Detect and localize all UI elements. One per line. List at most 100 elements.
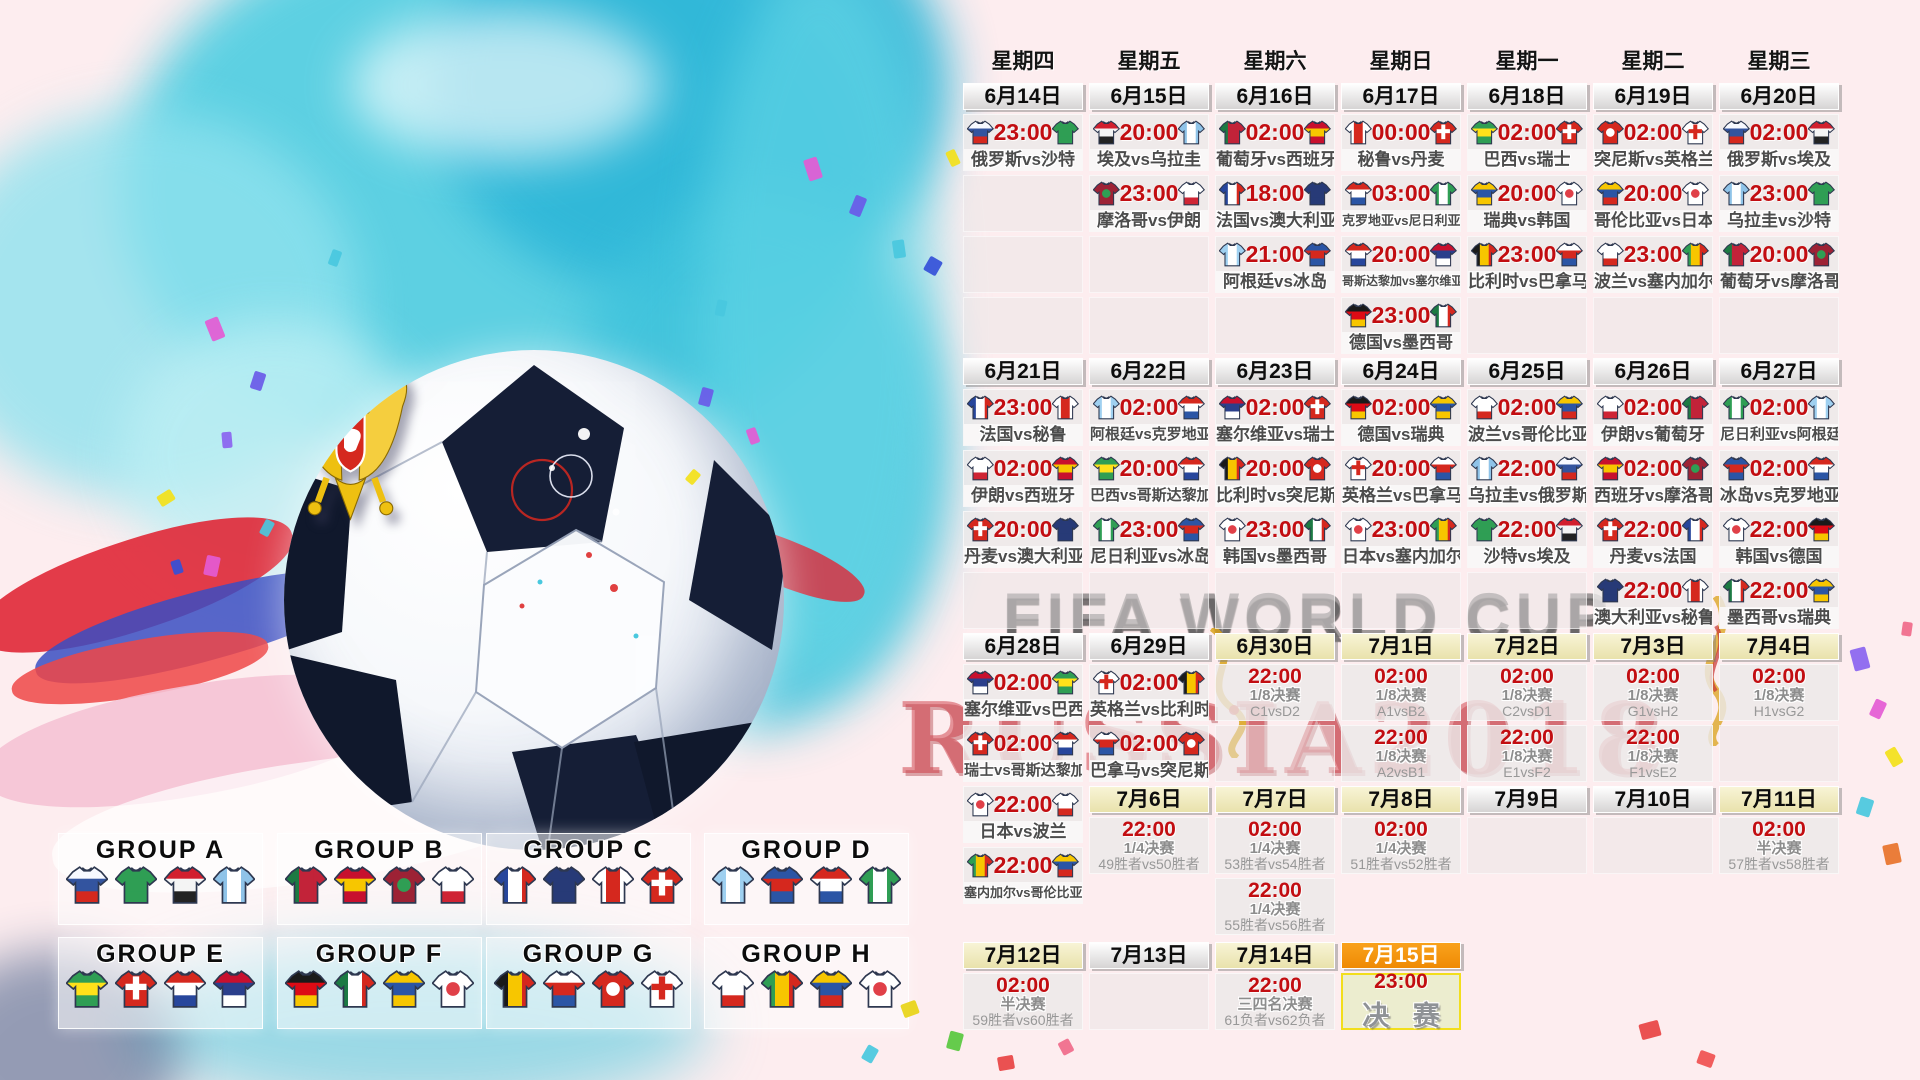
team-jersey-icon [1556,242,1583,266]
match-top-row: 20:00 [1216,451,1334,485]
date-header: 7月7日 [1215,786,1335,813]
team-jersey-icon [1723,517,1750,541]
day-column: 6月21日 23:00 法国vs秘鲁 02:00 伊朗vs西班牙 20:00 丹麦vs澳大利… [963,358,1083,629]
team-jersey-icon [1430,456,1457,480]
confetti-piece [1849,646,1871,672]
match-teams-label: 冰岛vs克罗地亚 [1720,485,1838,506]
match-top-row: 23:00 [1720,176,1838,210]
match-top-row: 02:00 [964,665,1082,699]
team-jersey-icon [967,120,994,144]
team-jersey-icon [1723,120,1750,144]
match-top-row: 02:00 [1090,390,1208,424]
team-jersey-icon [1052,853,1079,877]
team-jersey-icon [1471,395,1498,419]
confetti-piece [1696,1049,1716,1069]
team-jersey-icon [383,866,425,904]
match-teams-label: 波兰vs塞内加尔 [1594,271,1712,292]
match-teams-label: 乌拉圭vs沙特 [1720,210,1838,231]
match-cell: 20:00 巴西vs哥斯达黎加 [1089,450,1209,507]
team-jersey-icon [712,970,754,1008]
match-teams-label: 法国vs澳大利亚 [1216,210,1334,231]
match-time: 22:00 [1374,725,1428,749]
date-header: 6月15日 [1089,83,1209,110]
team-jersey-icon [1808,456,1835,480]
team-jersey-icon [1093,731,1120,755]
match-time: 02:00 [993,729,1053,756]
group-box: GROUP F [277,937,482,1029]
weekday-label: 星期一 [1495,50,1559,73]
match-top-row: 22:00 [1720,512,1838,546]
match-teams-label: 巴西vs瑞士 [1468,149,1586,170]
match-pairing: H1vsG2 [1753,703,1805,720]
weekday-label: 星期二 [1621,50,1685,73]
team-jersey-icon [1808,181,1835,205]
empty-day-cell [1467,572,1587,629]
team-jersey-icon [641,866,683,904]
match-teams-label: 塞内加尔vs哥伦比亚 [964,882,1082,903]
match-teams-label: 俄罗斯vs埃及 [1720,149,1838,170]
match-top-row: 23:00 [1342,512,1460,546]
team-jersey-icon [1219,395,1246,419]
day-column: 6月19日 02:00 突尼斯vs英格兰 20:00 哥伦比亚vs日本 23:00 波兰vs… [1593,83,1713,354]
match-top-row: 02:00 [1720,451,1838,485]
day-column: 6月24日 02:00 德国vs瑞典 20:00 英格兰vs巴拿马 23:00 日本vs塞内… [1341,358,1461,629]
date-header: 6月27日 [1719,358,1839,385]
date-header: 7月15日 [1341,942,1461,969]
day-column: 7月15日 23:00 决 赛 [1341,942,1461,1031]
team-jersey-icon [1556,456,1583,480]
match-pairing: 51胜者vs52胜者 [1350,856,1452,873]
team-jersey-icon [383,970,425,1008]
match-time: 23:00 [1371,301,1431,328]
date-header: 7月2日 [1467,633,1587,660]
match-time: 02:00 [1119,668,1179,695]
match-cell: 02:00 突尼斯vs英格兰 [1593,114,1713,171]
group-box: GROUP G [486,937,691,1029]
team-jersey-icon [334,970,376,1008]
match-time: 22:00 [1497,515,1557,542]
match-time: 02:00 [1371,393,1431,420]
match-teams-label: 德国vs瑞典 [1342,424,1460,445]
match-time: 23:00 [1623,240,1683,267]
match-time: 23:00 [1371,515,1431,542]
team-jersey-icon [1345,303,1372,327]
match-teams-label: 比利时vs突尼斯 [1216,485,1334,506]
match-cell: 20:00 葡萄牙vs摩洛哥 [1719,236,1839,293]
match-teams-label: 尼日利亚vs冰岛 [1090,546,1208,567]
match-time: 23:00 [1749,179,1809,206]
match-pairing: 55胜者vs56胜者 [1224,917,1326,934]
match-time: 22:00 [1626,725,1680,749]
match-top-row: 20:00 [1342,237,1460,271]
match-top-row: 02:00 [1594,115,1712,149]
match-top-row: 22:00 [1720,573,1838,607]
group-box: GROUP A [58,833,263,925]
team-jersey-icon [1808,517,1835,541]
match-cell: 20:00 瑞典vs韩国 [1467,175,1587,232]
match-cell: 22:00 墨西哥vs瑞典 [1719,572,1839,629]
match-time: 23:00 [1245,515,1305,542]
match-time: 22:00 [1749,576,1809,603]
match-time: 02:00 [1497,118,1557,145]
match-cell: 02:00 巴西vs瑞士 [1467,114,1587,171]
day-column: 6月30日 22:00 1/8决赛 C1vsD2 7月7日 02:00 1/4决赛 53胜者v… [1215,633,1335,935]
match-top-row: 22:00 [964,787,1082,821]
match-pairing: C1vsD2 [1250,703,1300,720]
team-jersey-icon [213,970,255,1008]
team-jersey-icon [1052,517,1079,541]
team-jersey-icon [1219,456,1246,480]
match-top-row: 23:00 [1342,298,1460,332]
team-jersey-icon [1556,395,1583,419]
day-column: 6月20日 02:00 俄罗斯vs埃及 23:00 乌拉圭vs沙特 20:00 葡萄牙vs摩… [1719,83,1839,354]
knockout-match-cell: 02:00 1/4决赛 51胜者vs52胜者 [1341,817,1461,874]
match-top-row: 20:00 [964,512,1082,546]
match-teams-label: 伊朗vs西班牙 [964,485,1082,506]
team-jersey-icon [810,866,852,904]
empty-day-cell [1089,572,1209,629]
weekday-header-row: 星期四 星期五 星期六 星期日 星期一 星期二 星期三 [963,45,1839,73]
team-jersey-icon [1471,181,1498,205]
empty-day-cell [1341,572,1461,629]
match-cell: 22:00 塞内加尔vs哥伦比亚 [963,847,1083,904]
match-pairing: G1vsH2 [1627,703,1679,720]
team-jersey-icon [592,866,634,904]
day-column: 6月18日 02:00 巴西vs瑞士 20:00 瑞典vs韩国 23:00 比利时vs巴拿马 [1467,83,1587,354]
match-time: 02:00 [1749,118,1809,145]
